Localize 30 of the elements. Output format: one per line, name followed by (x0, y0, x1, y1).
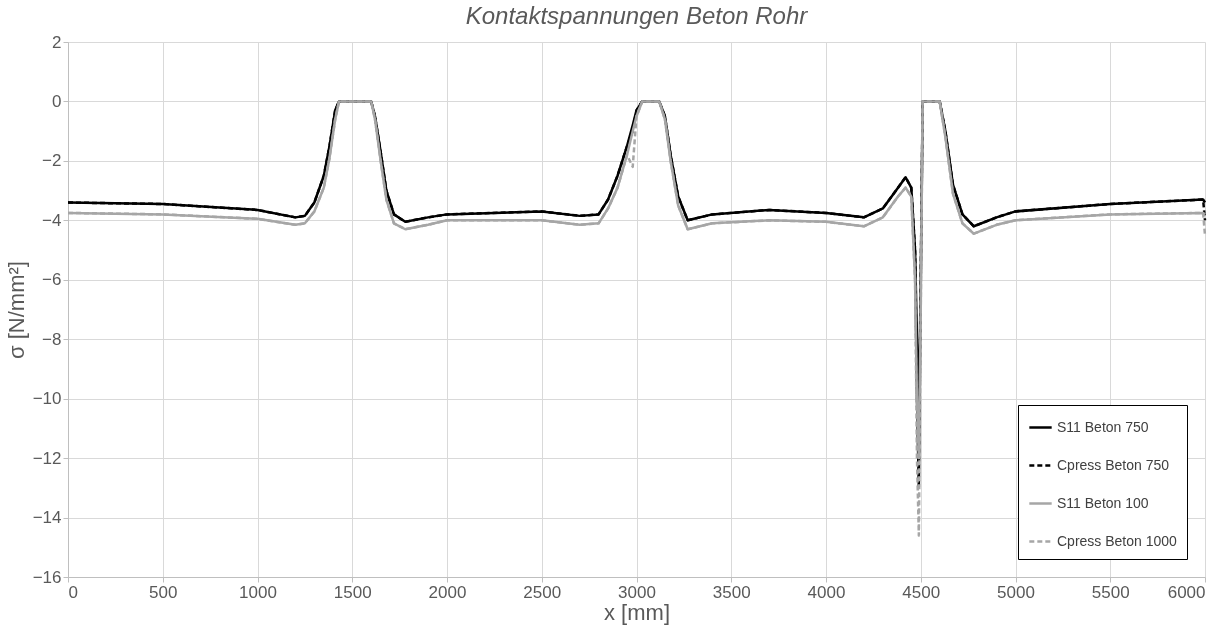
y-tick-label: 2 (52, 32, 62, 52)
x-tick-label: 1500 (333, 582, 372, 602)
x-tick-label: 4500 (902, 582, 941, 602)
y-tick-label: −16 (32, 567, 62, 587)
x-tick-label: 2000 (428, 582, 467, 602)
y-tick-label: −2 (42, 151, 62, 171)
y-tick-label: −6 (42, 270, 62, 290)
y-axis-title: σ [N/mm²] (3, 261, 29, 359)
x-axis-title: x [mm] (604, 599, 670, 625)
legend-label: Cpress Beton 750 (1057, 456, 1170, 473)
y-tick-label: −14 (32, 508, 62, 528)
legend-label: Cpress Beton 1000 (1057, 532, 1178, 549)
chart-title: Kontaktspannungen Beton Rohr (465, 2, 809, 29)
y-tick-label: −8 (42, 329, 62, 349)
y-tick-label: −12 (32, 448, 62, 468)
x-tick-label: 0 (68, 582, 78, 602)
x-tick-label: 5000 (997, 582, 1035, 602)
x-tick-label: 500 (149, 582, 178, 602)
x-tick-label: 1000 (239, 582, 277, 602)
y-tick-label: −4 (42, 210, 62, 230)
y-tick-label: −10 (32, 389, 62, 409)
x-tick-label: 5500 (1091, 582, 1130, 602)
x-tick-label: 2500 (523, 582, 562, 602)
legend-label: S11 Beton 100 (1057, 494, 1149, 511)
legend-label: S11 Beton 750 (1057, 418, 1149, 435)
y-tick-label: 0 (52, 91, 62, 111)
x-tick-label: 3500 (712, 582, 751, 602)
x-tick-label: 4000 (807, 582, 846, 602)
x-tick-label: 3000 (618, 582, 656, 602)
x-tick-label: 6000 (1167, 582, 1206, 602)
